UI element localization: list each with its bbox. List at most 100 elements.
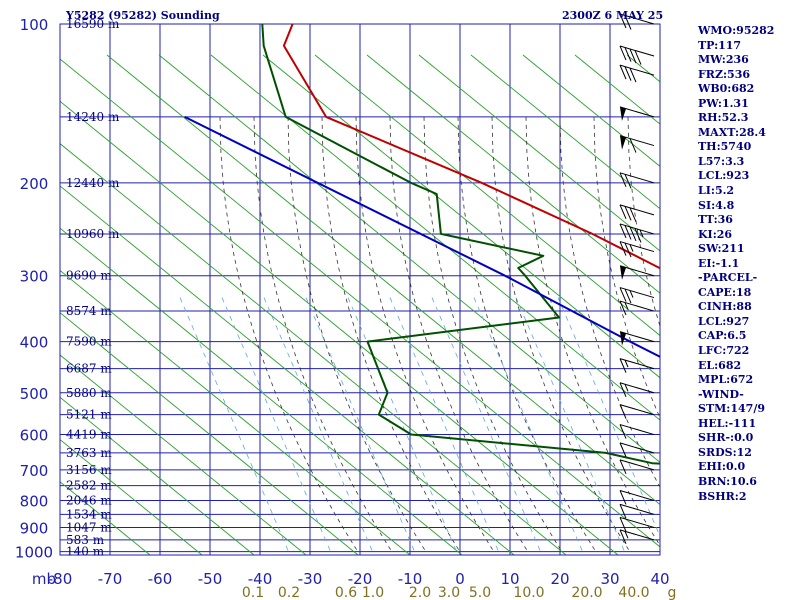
temperature-tick-label: -60	[148, 570, 173, 588]
stat-item: CAP:6.5	[698, 329, 747, 343]
pressure-tick-label: 200	[20, 175, 49, 193]
stat-item: MAXT:28.4	[698, 125, 766, 139]
wind-barb-half	[624, 384, 629, 392]
wind-barb	[619, 204, 655, 223]
wind-barb-staff	[619, 358, 655, 370]
height-label: 4419 m	[66, 428, 112, 442]
height-label: 16590 m	[66, 17, 120, 31]
wind-barb-half	[624, 531, 629, 539]
wind-barb	[619, 442, 655, 458]
pressure-tick-label: 500	[20, 385, 49, 403]
wind-barb-full	[619, 529, 627, 545]
stat-item: WMO:95282	[698, 24, 775, 37]
wind-barb-staff	[619, 223, 655, 235]
mixing-ratio-label: 3.0	[438, 585, 460, 600]
wind-barb	[619, 265, 655, 280]
isotherm-line	[366, 54, 660, 294]
wind-barb-full	[619, 404, 627, 419]
moist-adiabat-line	[457, 116, 597, 552]
wind-barb-full	[619, 172, 627, 188]
isotherm-line	[60, 354, 307, 555]
stat-item: FRZ:536	[698, 67, 751, 81]
wind-barb-flag	[620, 331, 626, 346]
mixing-ratio-line	[347, 297, 459, 555]
temperature-tick-label: 10	[500, 570, 519, 588]
temperature-tick-label: -20	[348, 570, 373, 588]
wind-barb-staff	[619, 172, 655, 184]
height-label: 3156 m	[66, 463, 112, 477]
wind-barb-full	[624, 174, 632, 189]
wind-barb-full	[619, 382, 627, 397]
temperature-line	[282, 24, 660, 270]
temperature-tick-label: 20	[550, 570, 569, 588]
height-label: 14240 m	[66, 110, 120, 124]
isotherm-line	[418, 54, 660, 252]
wind-barb-full	[619, 287, 627, 302]
wind-barb-staff	[619, 442, 655, 454]
wind-barb-full	[619, 504, 627, 519]
moist-adiabat-line	[389, 116, 529, 552]
wind-barb-full	[619, 241, 627, 256]
wind-barb-staff	[619, 135, 655, 147]
height-label: 8574 m	[66, 304, 112, 318]
stat-item: HEL:-111	[698, 416, 757, 430]
height-label: 9690 m	[66, 269, 112, 283]
wind-barb-staff	[619, 459, 655, 471]
stat-item: TT:36	[698, 213, 733, 227]
isotherm-line	[60, 143, 567, 555]
stat-item: BRN:10.6	[698, 474, 757, 488]
mixing-ratio-line	[515, 297, 627, 555]
height-label: 583 m	[66, 533, 105, 547]
pressure-tick-label: 900	[20, 519, 49, 537]
isotherm-line	[470, 54, 660, 210]
wind-barb-half	[624, 359, 629, 368]
wind-barb-half	[639, 229, 644, 238]
pressure-tick-label: 700	[20, 462, 49, 480]
moist-adiabat-line	[627, 116, 660, 328]
wind-barb	[619, 287, 655, 304]
isotherm-line	[314, 54, 660, 337]
stat-item: TP:117	[698, 38, 742, 52]
wind-barb-full	[629, 207, 637, 223]
mixing-ratio-line	[263, 297, 375, 555]
pressure-tick-label: 600	[20, 427, 49, 445]
wind-barb-full	[619, 442, 627, 458]
height-label: 140 m	[66, 545, 105, 559]
mixing-ratio-line	[305, 297, 417, 555]
stat-item: SI:4.8	[698, 198, 735, 212]
wind-barb-full	[624, 288, 632, 304]
wind-barb-full	[619, 424, 627, 439]
wind-barb	[619, 172, 655, 189]
wind-barb-full	[634, 228, 642, 243]
stat-item: WB0:682	[698, 82, 755, 96]
profile-layer	[184, 24, 660, 465]
wind-barb	[619, 424, 655, 439]
moist-adiabat-line	[525, 116, 660, 547]
wind-barb-staff	[619, 489, 655, 501]
wind-barb	[619, 241, 655, 258]
wind-barb	[619, 13, 655, 30]
wind-barb-full	[624, 47, 632, 62]
moist-adiabat-line	[287, 116, 427, 552]
frame-layer	[59, 23, 661, 556]
wind-barb-half	[629, 244, 634, 252]
moist-adiabat-line	[491, 116, 631, 552]
wind-barb-full	[619, 13, 627, 29]
mixing-ratio-layer	[179, 297, 660, 555]
wind-barb-full	[619, 64, 627, 80]
wind-barb-staff	[619, 64, 655, 76]
stat-item: SW:211	[698, 242, 745, 256]
stat-item: RH:52.3	[698, 111, 749, 125]
wind-barb-full	[619, 45, 627, 61]
wind-barb-full	[624, 225, 632, 240]
pressure-tick-label: 800	[20, 492, 49, 510]
wind-barb-staff	[619, 529, 655, 541]
isotherm-line	[60, 227, 463, 555]
isotherm-line	[60, 269, 411, 555]
chart-timestamp: 2300Z 6 MAY 25	[562, 9, 664, 22]
isotherm-line	[210, 54, 660, 421]
wind-barb	[619, 358, 655, 373]
wind-barb-full	[619, 300, 627, 316]
